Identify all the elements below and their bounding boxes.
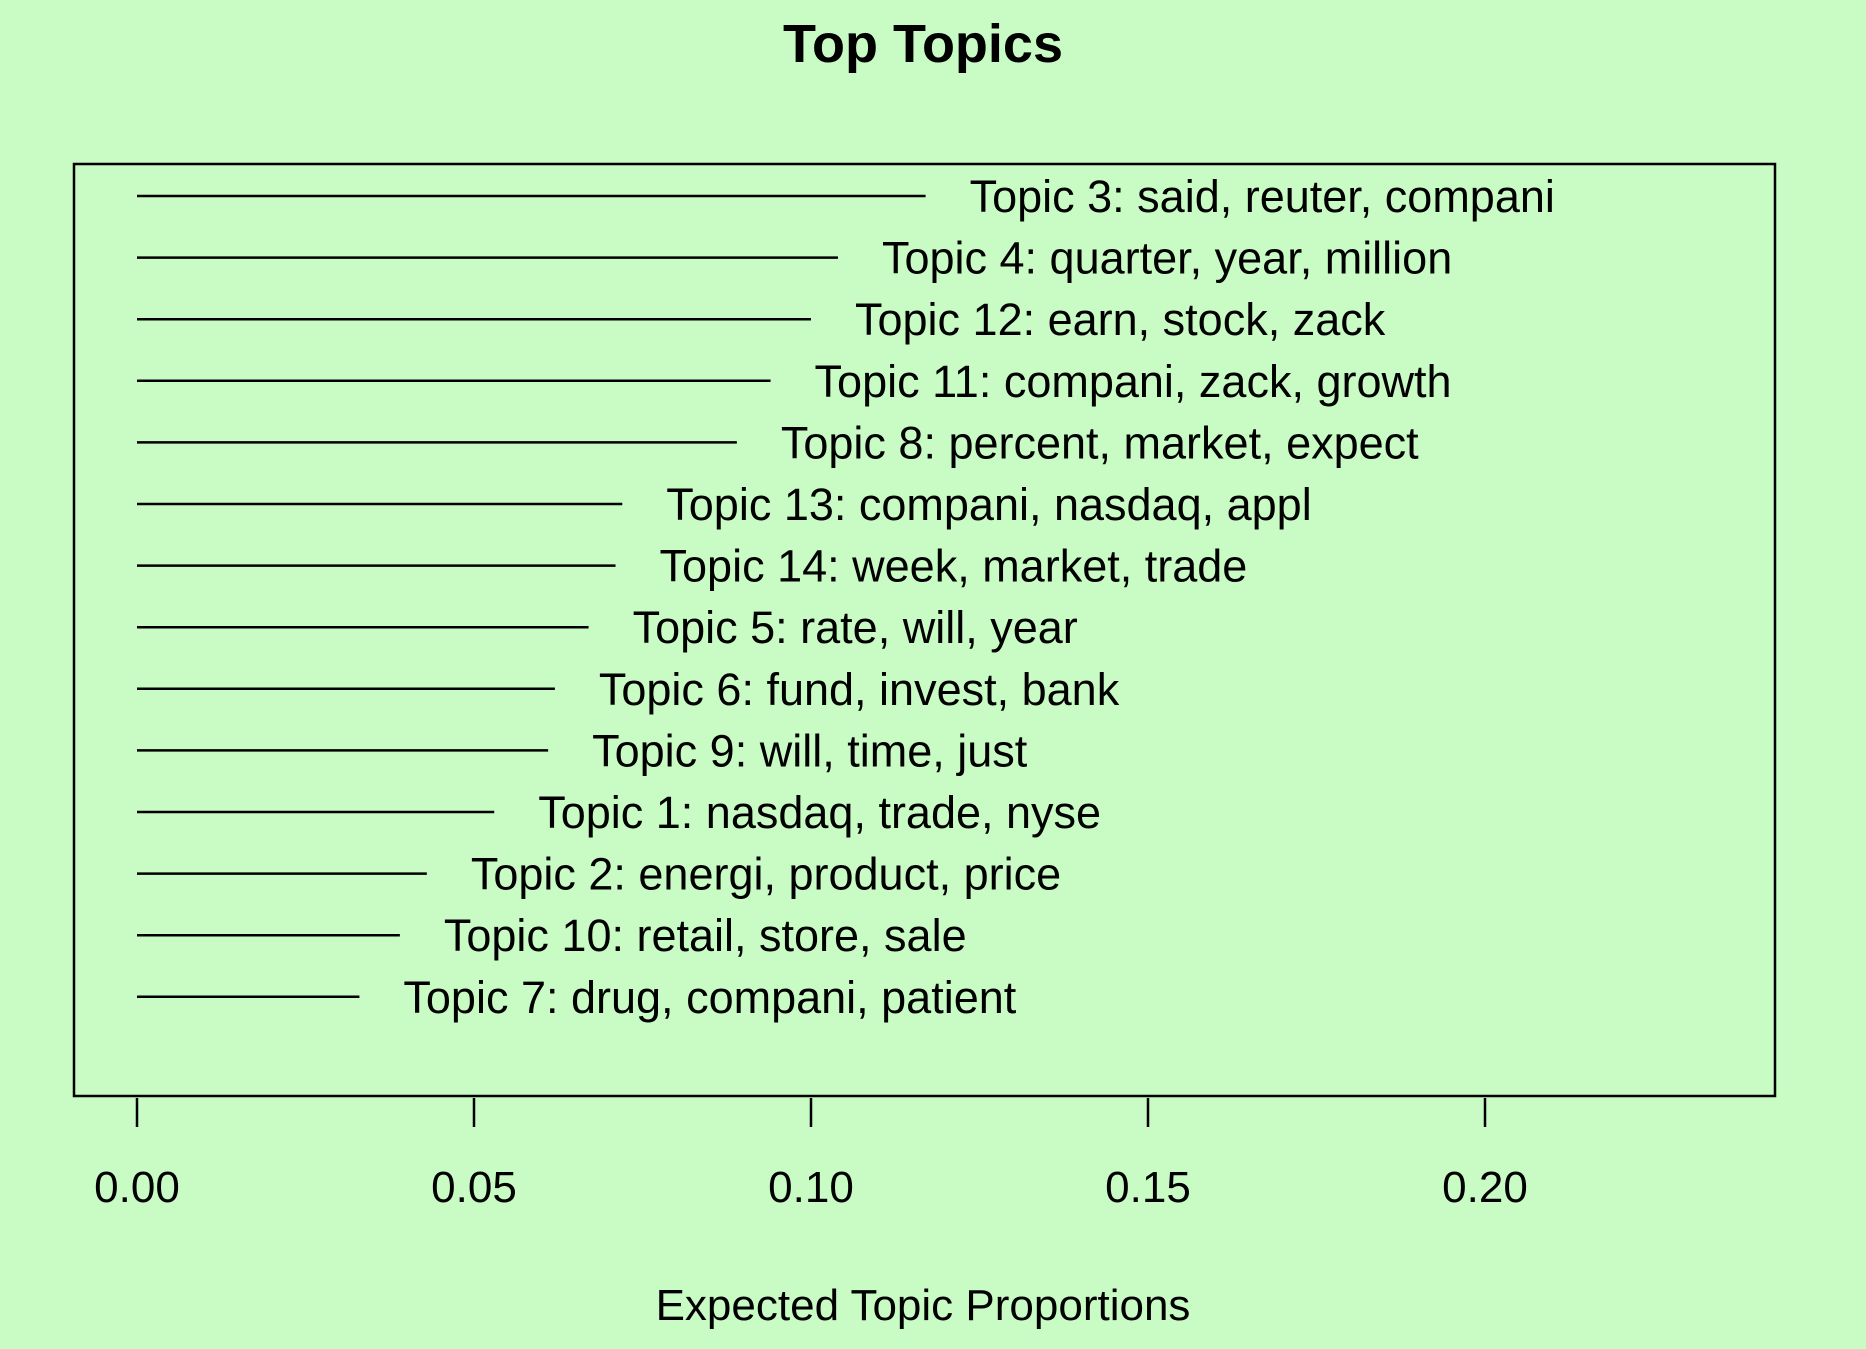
topic-label: Topic 3: said, reuter, compani — [970, 171, 1555, 222]
x-tick-label: 0.10 — [768, 1163, 854, 1212]
topic-label: Topic 10: retail, store, sale — [444, 910, 967, 961]
topic-label: Topic 12: earn, stock, zack — [855, 294, 1386, 345]
topic-label: Topic 2: energi, product, price — [471, 849, 1061, 900]
x-axis-label: Expected Topic Proportions — [656, 1281, 1191, 1330]
x-tick-label: 0.00 — [94, 1163, 180, 1212]
topic-label: Topic 13: compani, nasdaq, appl — [666, 479, 1311, 530]
x-axis: 0.00 0.05 0.10 0.15 0.20 — [94, 1098, 1528, 1212]
topic-label: Topic 1: nasdaq, trade, nyse — [538, 787, 1101, 838]
topic-label: Topic 8: percent, market, expect — [781, 417, 1419, 468]
plot-frame — [72, 162, 1777, 1098]
chart-title: Top Topics — [783, 14, 1063, 74]
x-tick-label: 0.05 — [431, 1163, 517, 1212]
topic-label: Topic 7: drug, compani, patient — [403, 972, 1016, 1023]
x-tick-label: 0.15 — [1105, 1163, 1191, 1212]
x-tick-label: 0.20 — [1442, 1163, 1528, 1212]
topic-label: Topic 11: compani, zack, growth — [815, 356, 1452, 407]
topic-label: Topic 9: will, time, just — [592, 725, 1028, 776]
bars-layer: Topic 3: said, reuter, compani Topic 4: q… — [137, 171, 1555, 1023]
topic-label: Topic 4: quarter, year, million — [882, 233, 1452, 284]
topic-label: Topic 5: rate, will, year — [633, 602, 1078, 653]
topic-label: Topic 6: fund, invest, bank — [599, 664, 1120, 715]
topic-label: Topic 14: week, market, trade — [660, 541, 1248, 592]
